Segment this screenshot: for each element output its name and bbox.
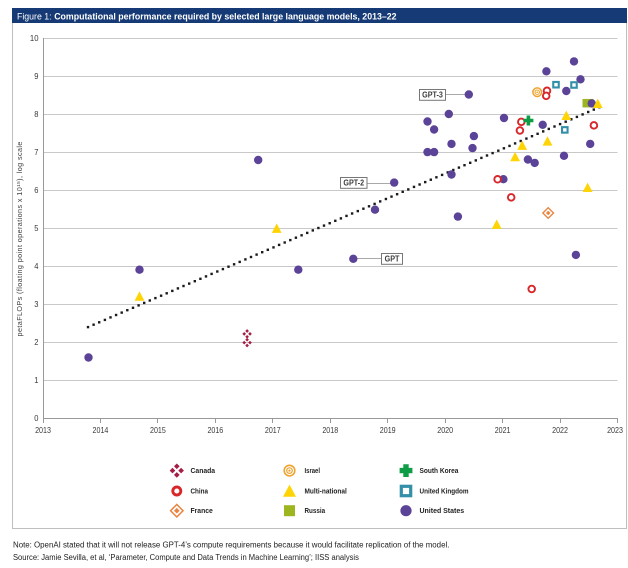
svg-text:7: 7	[34, 148, 39, 157]
svg-text:2022: 2022	[552, 426, 568, 435]
svg-text:1: 1	[34, 376, 39, 385]
svg-text:Canada: Canada	[191, 468, 216, 475]
svg-text:GPT: GPT	[385, 254, 400, 264]
svg-text:2: 2	[34, 338, 39, 347]
svg-text:2020: 2020	[437, 426, 453, 435]
svg-text:China: China	[191, 489, 209, 496]
svg-text:petaFLOPs (floating point oper: petaFLOPs (floating point operations x 1…	[15, 141, 24, 336]
svg-text:8: 8	[34, 110, 39, 119]
svg-text:2018: 2018	[322, 426, 338, 435]
svg-text:Source: Jamie Sevilla, et al,: Source: Jamie Sevilla, et al, ‘Parameter…	[13, 553, 359, 562]
svg-text:10: 10	[30, 34, 39, 43]
svg-text:United States: United States	[420, 508, 465, 515]
svg-text:GPT-2: GPT-2	[343, 178, 364, 188]
svg-text:5: 5	[34, 224, 39, 233]
svg-text:2016: 2016	[207, 426, 223, 435]
svg-text:2013: 2013	[35, 426, 51, 435]
svg-text:6: 6	[34, 186, 39, 195]
svg-text:2019: 2019	[380, 426, 396, 435]
svg-text:0: 0	[34, 414, 39, 423]
svg-text:2021: 2021	[495, 426, 511, 435]
svg-text:Note: OpenAI stated that it wi: Note: OpenAI stated that it will not rel…	[13, 541, 449, 550]
svg-text:4: 4	[34, 262, 39, 271]
svg-text:9: 9	[34, 72, 39, 81]
svg-text:Israel: Israel	[305, 468, 321, 475]
svg-text:GPT-3: GPT-3	[422, 90, 443, 100]
svg-text:Multi-national: Multi-national	[305, 489, 347, 496]
svg-text:Russia: Russia	[305, 508, 326, 515]
svg-text:Computational performance requ: Computational performance required by se…	[54, 11, 396, 21]
svg-text:France: France	[191, 508, 213, 515]
svg-text:2015: 2015	[150, 426, 166, 435]
svg-text:Figure 1:: Figure 1:	[17, 11, 52, 21]
svg-text:3: 3	[34, 300, 39, 309]
svg-text:2023: 2023	[607, 426, 623, 435]
svg-text:2014: 2014	[93, 426, 109, 435]
svg-text:South Korea: South Korea	[420, 468, 459, 475]
svg-text:2017: 2017	[265, 426, 281, 435]
svg-text:United Kingdom: United Kingdom	[420, 489, 469, 496]
